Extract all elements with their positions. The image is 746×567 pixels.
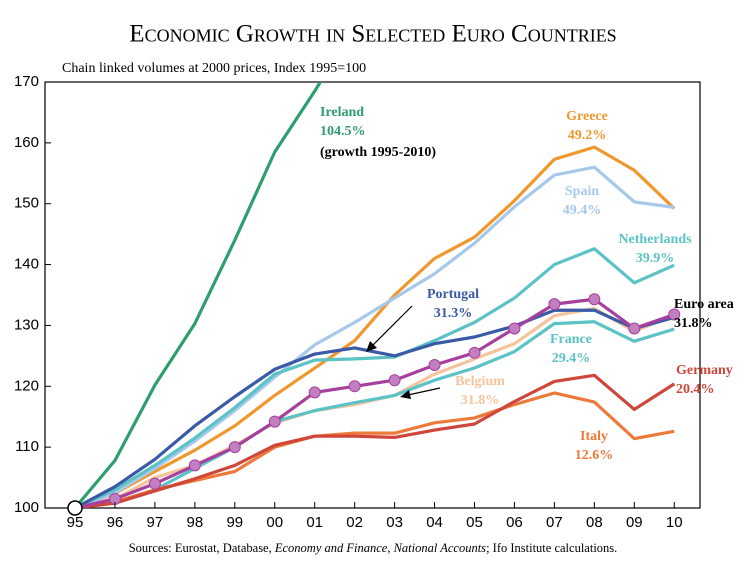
x-tick-label: 06 [506, 514, 523, 531]
chart-title: Economic Growth in Selected Euro Countri… [129, 21, 616, 48]
series-line [74, 308, 675, 508]
point [508, 322, 521, 335]
growth-label: 49.2% [568, 128, 607, 143]
point [468, 346, 481, 359]
subtitle: Chain linked volumes at 2000 prices, Ind… [62, 61, 366, 76]
plot-frame [44, 81, 701, 509]
source: Sources: Eurostat, Database, Economy and… [129, 541, 618, 555]
growth-label: 49.4% [563, 203, 602, 218]
y-tick-label: 110 [15, 438, 39, 455]
growth-note: (growth 1995-2010) [320, 145, 436, 160]
x-tick-label: 09 [626, 514, 643, 531]
y-tick-label: 170 [14, 73, 39, 90]
series-label: Portugal [427, 287, 479, 302]
point [308, 386, 321, 399]
point [668, 308, 681, 321]
growth-label: 20.4% [676, 382, 715, 397]
x-tick-label: 05 [466, 514, 483, 531]
series-line [73, 82, 323, 508]
series-label: France [550, 332, 592, 347]
point [388, 374, 401, 387]
arrow-head [400, 390, 411, 399]
x-tick-label: 00 [266, 514, 283, 531]
arrow-head [366, 341, 377, 352]
series-line [74, 297, 675, 508]
x-tick-label: 02 [346, 514, 363, 531]
growth-label: 12.6% [575, 448, 614, 463]
series-label: Germany [676, 363, 733, 378]
series-label: Ireland [320, 105, 364, 120]
growth-label: 31.8% [674, 316, 713, 331]
arrow [407, 387, 441, 396]
growth-label: 39.9% [636, 251, 675, 266]
x-tick-label: 99 [226, 514, 243, 531]
series-line [74, 145, 676, 508]
series-line [74, 320, 675, 508]
x-tick-label: 98 [187, 514, 204, 531]
source-part: Sources: Eurostat, Database, [129, 541, 275, 555]
series-line [74, 247, 675, 508]
y-tick-label: 100 [14, 499, 39, 516]
point [588, 293, 601, 306]
point [188, 459, 201, 472]
series-label: Netherlands [618, 232, 692, 247]
x-tick-label: 08 [586, 514, 603, 531]
x-tick-label: 96 [107, 514, 124, 531]
x-tick-label: 03 [386, 514, 403, 531]
base-point [67, 500, 83, 516]
x-tick-label: 10 [666, 514, 683, 531]
point [268, 415, 281, 428]
plot-area [73, 82, 681, 508]
arrow [371, 305, 413, 347]
x-tick-label: 07 [546, 514, 563, 531]
point [228, 441, 241, 454]
point [628, 322, 641, 335]
x-tick-label: 97 [147, 514, 164, 531]
y-tick-label: 140 [14, 256, 39, 273]
series-label: Spain [565, 184, 599, 199]
x-tick-label: 04 [426, 514, 443, 531]
source-part: ; Ifo Institute calculations. [486, 541, 617, 555]
y-tick-label: 120 [14, 377, 39, 394]
y-tick-label: 130 [14, 316, 39, 333]
y-tick-label: 160 [14, 134, 39, 151]
growth-label: 29.4% [552, 351, 591, 366]
series-label: Euro area [674, 297, 734, 312]
series-label: Belgium [455, 374, 505, 389]
source-part: Economy and Finance, National Accounts [274, 541, 486, 555]
point [548, 298, 561, 311]
growth-label: 104.5% [320, 124, 366, 139]
series-line [74, 373, 676, 508]
x-tick-label: 95 [67, 514, 84, 531]
y-tick-label: 150 [14, 195, 39, 212]
growth-label: 31.8% [461, 393, 500, 408]
point [148, 477, 161, 490]
point [348, 380, 361, 393]
x-tick-label: 01 [306, 514, 323, 531]
series-label: Italy [580, 429, 608, 444]
series-label: Greece [566, 109, 608, 124]
series-line [74, 165, 675, 508]
growth-label: 31.3% [434, 306, 473, 321]
point [428, 358, 441, 371]
